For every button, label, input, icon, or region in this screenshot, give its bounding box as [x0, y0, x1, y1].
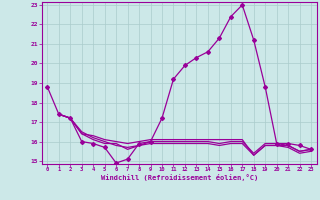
X-axis label: Windchill (Refroidissement éolien,°C): Windchill (Refroidissement éolien,°C) [100, 174, 258, 181]
